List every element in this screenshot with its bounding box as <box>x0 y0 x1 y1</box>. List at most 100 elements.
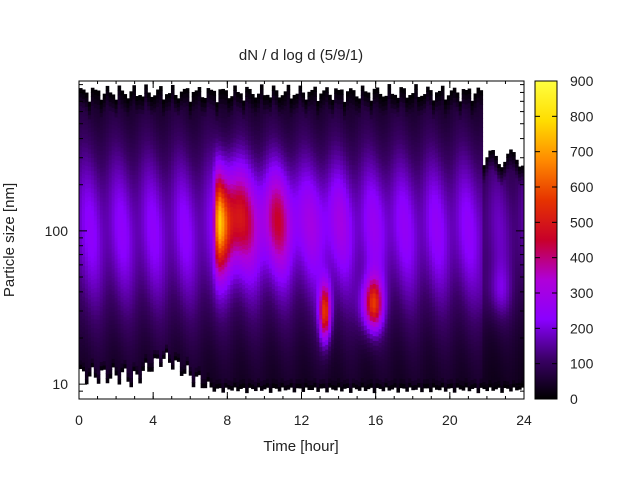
heatmap-cell <box>93 161 98 167</box>
heatmap-cell <box>79 342 83 348</box>
heatmap-cell <box>274 374 279 380</box>
heatmap-cell <box>99 205 104 211</box>
heatmap-cell <box>135 143 139 149</box>
heatmap-cell <box>233 156 237 162</box>
heatmap-cell <box>168 126 172 132</box>
heatmap-cell <box>165 243 169 248</box>
heatmap-cell <box>298 246 303 252</box>
heatmap-cell <box>114 172 119 178</box>
heatmap-cell <box>114 344 119 350</box>
heatmap-cell <box>173 235 178 241</box>
heatmap-cell <box>185 265 190 271</box>
heatmap-cell <box>239 93 243 99</box>
heatmap-cell <box>295 295 300 301</box>
heatmap-cell <box>96 131 101 137</box>
heatmap-cell <box>79 184 83 190</box>
heatmap-cell <box>159 248 163 254</box>
heatmap-cell <box>218 266 222 272</box>
heatmap-cell <box>117 94 122 101</box>
heatmap-cell <box>153 333 157 338</box>
heatmap-cell <box>203 202 208 208</box>
heatmap-cell <box>212 104 217 111</box>
heatmap-cell <box>93 89 98 95</box>
heatmap-cell <box>212 212 217 219</box>
heatmap-cell <box>268 148 273 154</box>
heatmap-cell <box>99 201 104 206</box>
heatmap-cell <box>96 346 101 352</box>
heatmap-cell <box>147 305 151 311</box>
heatmap-cell <box>138 153 142 159</box>
heatmap-cell <box>173 318 178 324</box>
heatmap-cell <box>218 177 222 184</box>
heatmap-cell <box>248 186 252 193</box>
heatmap-cell <box>111 281 116 287</box>
heatmap-cell <box>126 160 131 166</box>
heatmap-cell <box>218 173 222 179</box>
heatmap-cell <box>209 187 214 193</box>
heatmap-cell <box>90 205 95 211</box>
heatmap-cell <box>114 314 119 320</box>
heatmap-cell <box>168 143 172 149</box>
heatmap-cell <box>203 256 208 262</box>
heatmap-cell <box>307 328 311 335</box>
heatmap-cell <box>304 292 309 298</box>
heatmap-cell <box>307 259 311 265</box>
heatmap-cell <box>271 123 276 129</box>
heatmap-cell <box>179 135 184 141</box>
heatmap-cell <box>165 247 169 252</box>
heatmap-cell <box>147 349 151 355</box>
heatmap-cell <box>138 220 142 227</box>
heatmap-cell <box>165 271 169 277</box>
heatmap-cell <box>117 234 122 240</box>
heatmap-cell <box>280 190 285 197</box>
heatmap-cell <box>141 100 145 106</box>
heatmap-cell <box>108 114 113 120</box>
heatmap-cell <box>257 281 261 287</box>
heatmap-cell <box>90 140 95 146</box>
heatmap-cell <box>239 328 243 334</box>
heatmap-cell <box>153 189 157 195</box>
heatmap-cell <box>114 215 119 221</box>
heatmap-cell <box>150 109 154 115</box>
heatmap-cell <box>227 266 231 272</box>
heatmap-cell <box>239 213 243 219</box>
heatmap-cell <box>81 287 86 293</box>
heatmap-cell <box>156 207 160 212</box>
heatmap-cell <box>254 376 258 382</box>
heatmap-cell <box>254 257 258 263</box>
heatmap-cell <box>271 142 276 148</box>
heatmap-cell <box>206 294 211 300</box>
heatmap-cell <box>265 213 270 219</box>
heatmap-cell <box>307 352 311 358</box>
heatmap-cell <box>90 253 95 259</box>
heatmap-cell <box>111 183 116 189</box>
heatmap-cell <box>221 112 225 118</box>
heatmap-cell <box>162 160 166 165</box>
heatmap-cell <box>203 324 208 330</box>
heatmap-cell <box>126 133 131 139</box>
heatmap-cell <box>227 148 231 154</box>
heatmap-cell <box>132 330 136 336</box>
heatmap-cell <box>197 352 202 358</box>
heatmap-cell <box>224 289 228 295</box>
heatmap-cell <box>280 195 285 201</box>
heatmap-cell <box>159 305 163 311</box>
heatmap-cell <box>105 327 110 333</box>
heatmap-cell <box>156 282 160 288</box>
heatmap-cell <box>144 310 148 315</box>
heatmap-cell <box>81 331 86 337</box>
heatmap-cell <box>280 309 285 315</box>
heatmap-cell <box>126 213 131 219</box>
heatmap-cell <box>96 364 101 371</box>
heatmap-cell <box>227 293 231 299</box>
heatmap-cell <box>150 208 154 214</box>
heatmap-cell <box>156 248 160 254</box>
heatmap-cell <box>254 312 258 318</box>
heatmap-cell <box>135 204 139 210</box>
heatmap-cell <box>236 329 240 336</box>
heatmap-cell <box>191 133 196 139</box>
heatmap-cell <box>301 279 306 285</box>
heatmap-cell <box>108 320 113 326</box>
heatmap-cell <box>117 248 122 254</box>
heatmap-cell <box>102 231 107 237</box>
